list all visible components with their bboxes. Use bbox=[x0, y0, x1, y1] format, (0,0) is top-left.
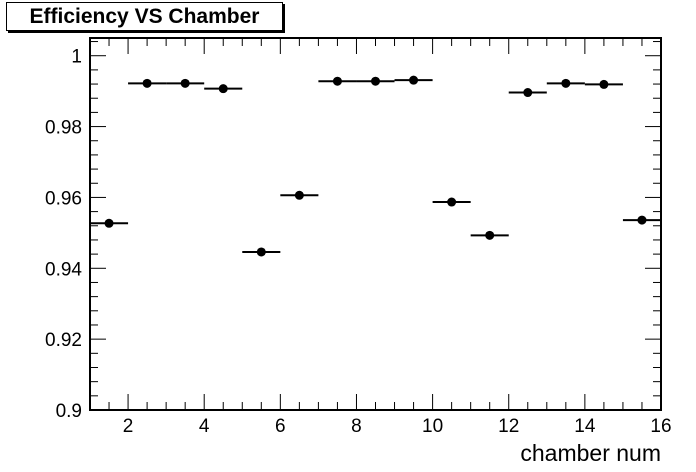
x-tick-label: 4 bbox=[199, 416, 210, 437]
data-point bbox=[470, 230, 509, 240]
x-tick-label: 16 bbox=[650, 416, 671, 437]
y-tick-label: 0.9 bbox=[56, 401, 82, 422]
x-tick-label: 8 bbox=[351, 416, 362, 437]
y-tick-labels: 0.9 0.92 0.94 0.96 0.98 1 bbox=[45, 47, 82, 422]
marker bbox=[371, 76, 380, 86]
data-point bbox=[546, 78, 585, 88]
marker bbox=[637, 215, 647, 225]
marker bbox=[447, 197, 457, 207]
marker bbox=[523, 88, 533, 98]
marker bbox=[256, 247, 266, 257]
marker bbox=[599, 79, 609, 89]
axis-ticks bbox=[89, 38, 662, 411]
data-point bbox=[128, 78, 167, 88]
marker bbox=[294, 190, 304, 200]
x-tick-label: 6 bbox=[275, 416, 286, 437]
marker bbox=[409, 75, 419, 85]
y-tick-label: 0.94 bbox=[45, 259, 82, 280]
marker bbox=[180, 78, 190, 88]
data-point bbox=[90, 218, 129, 228]
x-axis-title: chamber num bbox=[520, 440, 661, 466]
data-point bbox=[204, 84, 243, 94]
y-tick-label: 0.92 bbox=[45, 330, 82, 351]
x-tick-label: 14 bbox=[574, 416, 596, 437]
x-tick-labels: 2 4 6 8 10 12 14 16 bbox=[123, 416, 672, 437]
y-tick-label: 0.96 bbox=[45, 188, 82, 209]
x-tick-label: 12 bbox=[498, 416, 519, 437]
data-point bbox=[242, 247, 281, 257]
data-points bbox=[90, 75, 661, 257]
data-point bbox=[166, 78, 205, 88]
marker bbox=[218, 84, 228, 94]
x-tick-label: 2 bbox=[123, 416, 134, 437]
x-tick-label: 10 bbox=[422, 416, 443, 437]
data-point bbox=[622, 215, 661, 225]
chart-title: Efficiency VS Chamber bbox=[6, 2, 283, 31]
y-tick-label: 1 bbox=[71, 47, 82, 68]
data-point bbox=[432, 197, 471, 207]
data-point bbox=[280, 190, 319, 200]
y-tick-label: 0.98 bbox=[45, 118, 82, 139]
data-point bbox=[584, 79, 623, 89]
data-point bbox=[318, 76, 357, 86]
marker bbox=[561, 78, 571, 88]
plot-frame bbox=[89, 37, 662, 411]
marker bbox=[485, 230, 495, 240]
marker bbox=[332, 76, 342, 86]
data-point bbox=[356, 76, 395, 86]
data-point bbox=[508, 88, 547, 98]
data-point bbox=[394, 75, 433, 85]
marker bbox=[104, 218, 114, 228]
marker bbox=[142, 78, 152, 88]
